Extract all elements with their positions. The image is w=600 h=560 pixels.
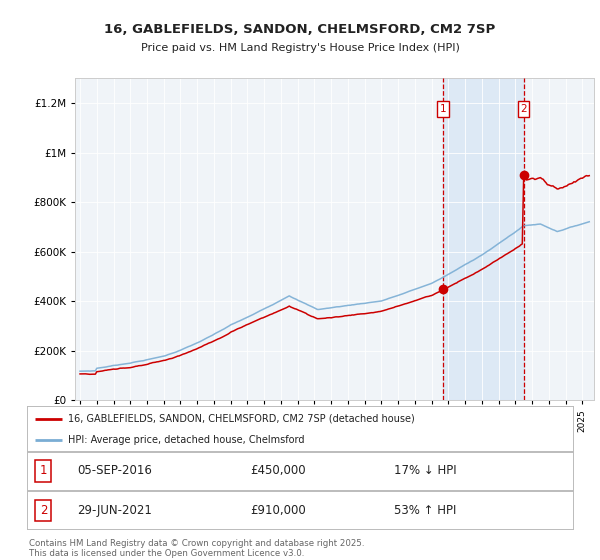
- Text: 05-SEP-2016: 05-SEP-2016: [77, 464, 152, 478]
- Text: 1: 1: [40, 464, 47, 478]
- Text: 2: 2: [40, 503, 47, 517]
- Text: 29-JUN-2021: 29-JUN-2021: [77, 503, 152, 517]
- Bar: [443, 78, 524, 400]
- Text: 53% ↑ HPI: 53% ↑ HPI: [394, 503, 457, 517]
- Text: 1: 1: [440, 104, 446, 114]
- Text: £910,000: £910,000: [250, 503, 306, 517]
- Text: 2: 2: [520, 104, 527, 114]
- Text: 16, GABLEFIELDS, SANDON, CHELMSFORD, CM2 7SP (detached house): 16, GABLEFIELDS, SANDON, CHELMSFORD, CM2…: [68, 413, 415, 423]
- Text: Price paid vs. HM Land Registry's House Price Index (HPI): Price paid vs. HM Land Registry's House …: [140, 43, 460, 53]
- Text: Contains HM Land Registry data © Crown copyright and database right 2025.
This d: Contains HM Land Registry data © Crown c…: [29, 539, 364, 558]
- Text: 16, GABLEFIELDS, SANDON, CHELMSFORD, CM2 7SP: 16, GABLEFIELDS, SANDON, CHELMSFORD, CM2…: [104, 24, 496, 36]
- Text: HPI: Average price, detached house, Chelmsford: HPI: Average price, detached house, Chel…: [68, 435, 304, 445]
- Text: £450,000: £450,000: [250, 464, 306, 478]
- Text: 17% ↓ HPI: 17% ↓ HPI: [394, 464, 457, 478]
